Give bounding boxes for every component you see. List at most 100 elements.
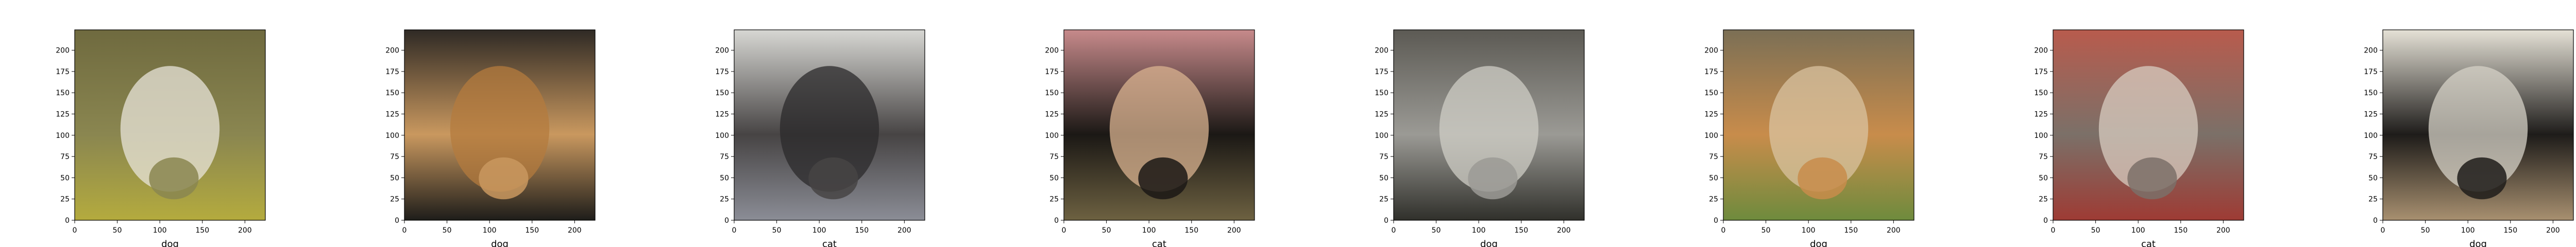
y-minor-tick-label: 175 — [1375, 68, 1388, 76]
x-tick-label: 0 — [1392, 226, 1396, 235]
y-tick-label: 0 — [724, 217, 729, 225]
x-tick-label: 0 — [2051, 226, 2056, 235]
y-minor-tick-label: 125 — [385, 111, 399, 119]
x-tick-label: 150 — [195, 226, 209, 235]
y-tick-label: 100 — [385, 132, 399, 140]
x-tick-label: 50 — [1102, 226, 1111, 235]
y-tick-label: 50 — [60, 174, 70, 182]
x-tick-label: 50 — [2091, 226, 2100, 235]
y-tick-label: 200 — [2364, 47, 2378, 55]
y-minor-tick-label: 75 — [60, 153, 70, 161]
y-minor-tick-label: 75 — [2039, 153, 2048, 161]
photo-cat — [734, 30, 925, 220]
y-tick-label: 200 — [1045, 47, 1059, 55]
y-tick-label: 0 — [1714, 217, 1718, 225]
x-tick-label: 200 — [568, 226, 582, 235]
photo-cat — [1064, 30, 1255, 220]
image-panel-7: 0 50 100 150 200 25 75 125 175 0 50 100 150 200 cat — [1978, 0, 2244, 247]
x-tick-label: 50 — [772, 226, 782, 235]
y-tick-label: 150 — [1704, 89, 1718, 97]
y-minor-tick-label: 75 — [390, 153, 399, 161]
x-tick-label: 100 — [1142, 226, 1156, 235]
y-tick-label: 150 — [1375, 89, 1388, 97]
y-minor-tick-label: 75 — [1049, 153, 1059, 161]
x-tick-label: 50 — [1432, 226, 1441, 235]
y-tick-label: 100 — [56, 132, 70, 140]
y-tick-label: 100 — [1045, 132, 1059, 140]
x-tick-label: 200 — [2216, 226, 2230, 235]
panel-label: dog — [491, 239, 509, 247]
y-tick-label: 100 — [1704, 132, 1718, 140]
photo-cat — [2053, 30, 2244, 220]
y-tick-label: 0 — [395, 217, 399, 225]
y-minor-tick-label: 175 — [385, 68, 399, 76]
panel-axes-4: 0 50 100 150 200 25 75 125 175 0 50 100 150 200 cat — [1045, 29, 1255, 247]
image-panel-4: 0 50 100 150 200 25 75 125 175 0 50 100 150 200 cat — [989, 0, 1255, 247]
y-tick-label: 0 — [2373, 217, 2378, 225]
y-tick-label: 150 — [715, 89, 729, 97]
y-minor-tick-label: 25 — [60, 196, 70, 204]
y-tick-label: 150 — [1045, 89, 1059, 97]
x-tick-label: 0 — [1062, 226, 1066, 235]
y-minor-tick-label: 175 — [56, 68, 70, 76]
y-minor-tick-label: 25 — [2039, 196, 2048, 204]
panel-axes-7: 0 50 100 150 200 25 75 125 175 0 50 100 150 200 cat — [2034, 29, 2244, 247]
y-tick-label: 150 — [2364, 89, 2378, 97]
axes-frame — [2053, 29, 2244, 221]
y-minor-tick-label: 75 — [1379, 153, 1388, 161]
x-tick-label: 100 — [1472, 226, 1486, 235]
x-tick-label: 0 — [73, 226, 77, 235]
x-tick-label: 200 — [1227, 226, 1241, 235]
x-tick-label: 150 — [1514, 226, 1528, 235]
y-tick-label: 100 — [1375, 132, 1388, 140]
y-tick-label: 50 — [2368, 174, 2378, 182]
panel-label: cat — [2141, 239, 2156, 247]
x-tick-label: 200 — [238, 226, 252, 235]
y-tick-label: 100 — [2364, 132, 2378, 140]
x-tick-label: 100 — [812, 226, 826, 235]
y-minor-tick-label: 25 — [720, 196, 729, 204]
y-minor-tick-label: 75 — [2368, 153, 2378, 161]
image-panel-2: 0 50 100 150 200 25 75 125 175 0 50 100 150 200 dog — [330, 0, 596, 247]
photo-dog — [404, 30, 595, 220]
photo-dog — [75, 30, 265, 220]
panel-label: dog — [1810, 239, 1827, 247]
y-minor-tick-label: 75 — [720, 153, 729, 161]
x-tick-label: 200 — [2546, 226, 2560, 235]
axes-frame — [1723, 29, 1914, 221]
y-minor-tick-label: 125 — [2364, 111, 2378, 119]
y-minor-tick-label: 175 — [1704, 68, 1718, 76]
photo-dog — [1394, 30, 1584, 220]
y-tick-label: 50 — [1379, 174, 1388, 182]
image-panel-6: 0 50 100 150 200 25 75 125 175 0 50 100 150 200 dog — [1649, 0, 1914, 247]
x-tick-label: 50 — [113, 226, 122, 235]
y-minor-tick-label: 25 — [2368, 196, 2378, 204]
photo-dog — [2383, 30, 2573, 220]
x-tick-label: 150 — [1844, 226, 1858, 235]
y-tick-label: 50 — [1049, 174, 1059, 182]
y-tick-label: 200 — [2034, 47, 2048, 55]
panel-axes-2: 0 50 100 150 200 25 75 125 175 0 50 100 150 200 dog — [385, 29, 596, 247]
y-tick-label: 50 — [1709, 174, 1718, 182]
x-tick-label: 150 — [855, 226, 869, 235]
y-minor-tick-label: 25 — [1379, 196, 1388, 204]
y-minor-tick-label: 175 — [1045, 68, 1059, 76]
y-minor-tick-label: 175 — [2364, 68, 2378, 76]
panel-axes-6: 0 50 100 150 200 25 75 125 175 0 50 100 150 200 dog — [1704, 29, 1914, 247]
x-tick-label: 150 — [2503, 226, 2517, 235]
image-panel-5: 0 50 100 150 200 25 75 125 175 0 50 100 150 200 dog — [1319, 0, 1585, 247]
x-tick-label: 0 — [2381, 226, 2385, 235]
axes-frame — [1063, 29, 1255, 221]
x-tick-label: 150 — [525, 226, 539, 235]
y-minor-tick-label: 175 — [2034, 68, 2048, 76]
x-tick-label: 200 — [1887, 226, 1901, 235]
axes-frame — [2382, 29, 2574, 221]
image-panel-8: 0 50 100 150 200 25 75 125 175 0 50 100 150 200 dog — [2308, 0, 2574, 247]
panel-label: dog — [2469, 239, 2487, 247]
x-tick-label: 0 — [402, 226, 407, 235]
panel-axes-1: 0 50 100 150 200 25 75 125 175 0 50 100 150 200 dog — [56, 29, 266, 247]
y-tick-label: 0 — [65, 217, 70, 225]
y-minor-tick-label: 25 — [390, 196, 399, 204]
x-tick-label: 150 — [1184, 226, 1198, 235]
y-tick-label: 150 — [385, 89, 399, 97]
